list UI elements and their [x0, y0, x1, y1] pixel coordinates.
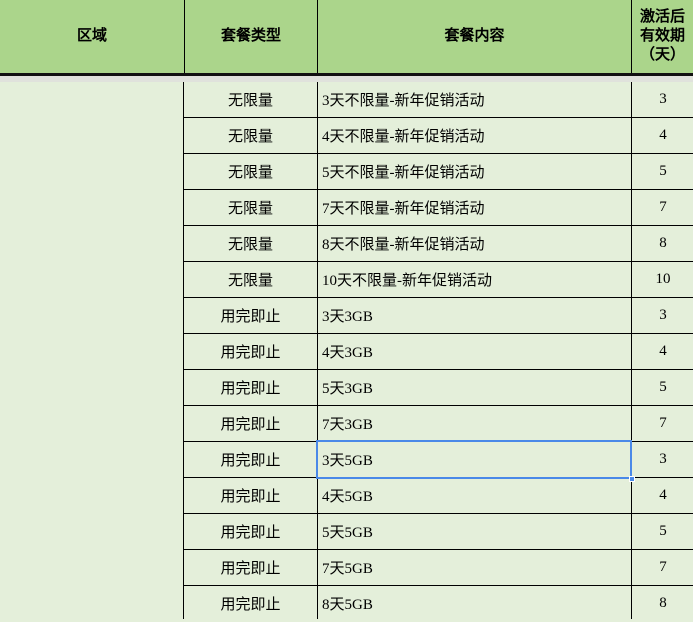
package-content-cell[interactable]: 7天5GB — [317, 550, 631, 585]
pane-split-bar — [0, 76, 693, 82]
package-content-cell[interactable]: 3天不限量-新年促销活动 — [317, 82, 631, 117]
validity-cell[interactable]: 8 — [631, 586, 693, 619]
validity-cell[interactable]: 3 — [631, 82, 693, 117]
table-row: 无限量 10天不限量-新年促销活动 10 — [184, 262, 693, 298]
package-content-cell[interactable]: 4天不限量-新年促销活动 — [317, 118, 631, 153]
package-content-cell[interactable]: 8天不限量-新年促销活动 — [317, 226, 631, 261]
validity-cell[interactable]: 4 — [631, 478, 693, 513]
package-content-cell[interactable]: 10天不限量-新年促销活动 — [317, 262, 631, 297]
package-type-cell[interactable]: 用完即止 — [220, 453, 281, 469]
table-row: 用完即止 8天5GB 8 — [184, 586, 693, 619]
validity-cell[interactable]: 7 — [631, 190, 693, 225]
validity-cell[interactable]: 5 — [631, 370, 693, 405]
selection-border — [316, 440, 635, 482]
package-type-cell[interactable]: 用完即止 — [220, 525, 281, 541]
validity-cell[interactable]: 4 — [631, 118, 693, 153]
table-rows: 无限量 3天不限量-新年促销活动 3 无限量 4天不限量-新年促销活动 4 无限… — [184, 82, 693, 619]
package-type-cell[interactable]: 用完即止 — [220, 417, 281, 433]
package-content-cell[interactable]: 5天3GB — [317, 370, 631, 405]
package-type-cell[interactable]: 用完即止 — [220, 381, 281, 397]
table-row: 用完即止 5天3GB 5 — [184, 370, 693, 406]
fill-handle[interactable] — [629, 476, 635, 482]
package-type-cell[interactable]: 用完即止 — [220, 489, 281, 505]
table-header-row: 区域 套餐类型 套餐内容 激活后有效期（天） — [0, 0, 693, 76]
table-row: 用完即止 3天5GB 3 — [184, 440, 693, 482]
table-row: 无限量 4天不限量-新年促销活动 4 — [184, 118, 693, 154]
package-content-cell[interactable]: 8天5GB — [317, 586, 631, 619]
package-type-cell[interactable]: 无限量 — [227, 93, 273, 109]
package-content-cell[interactable]: 4天3GB — [317, 334, 631, 369]
package-content-cell[interactable]: 3天5GB — [316, 440, 635, 482]
package-type-cell[interactable]: 用完即止 — [220, 309, 281, 325]
table-row: 无限量 5天不限量-新年促销活动 5 — [184, 154, 693, 190]
package-content-cell[interactable]: 7天不限量-新年促销活动 — [317, 190, 631, 225]
table-row: 用完即止 7天3GB 7 — [184, 406, 693, 442]
package-type-cell[interactable]: 用完即止 — [220, 597, 281, 613]
validity-cell[interactable]: 3 — [631, 442, 693, 477]
table-row: 用完即止 3天3GB 3 — [184, 298, 693, 334]
validity-cell[interactable]: 5 — [631, 154, 693, 189]
table-body: 无限量 3天不限量-新年促销活动 3 无限量 4天不限量-新年促销活动 4 无限… — [0, 82, 693, 619]
region-merged-cell[interactable] — [0, 82, 184, 619]
package-type-cell[interactable]: 无限量 — [227, 237, 273, 253]
package-content-cell[interactable]: 5天不限量-新年促销活动 — [317, 154, 631, 189]
column-header-validity[interactable]: 激活后有效期（天） — [631, 0, 693, 73]
table-row: 用完即止 4天3GB 4 — [184, 334, 693, 370]
table-row: 无限量 7天不限量-新年促销活动 7 — [184, 190, 693, 226]
validity-cell[interactable]: 8 — [631, 226, 693, 261]
package-content-cell[interactable]: 4天5GB — [317, 478, 631, 513]
table-row: 用完即止 5天5GB 5 — [184, 514, 693, 550]
package-type-cell[interactable]: 无限量 — [227, 165, 273, 181]
validity-cell[interactable]: 10 — [631, 262, 693, 297]
column-header-region[interactable]: 区域 — [76, 28, 107, 44]
package-type-cell[interactable]: 用完即止 — [220, 561, 281, 577]
validity-cell[interactable]: 3 — [631, 298, 693, 333]
package-content-cell[interactable]: 7天3GB — [317, 406, 631, 441]
package-type-cell[interactable]: 无限量 — [227, 129, 273, 145]
package-type-cell[interactable]: 无限量 — [227, 273, 273, 289]
column-header-content[interactable]: 套餐内容 — [317, 0, 631, 73]
validity-cell[interactable]: 5 — [631, 514, 693, 549]
table-row: 用完即止 4天5GB 4 — [184, 478, 693, 514]
package-type-cell[interactable]: 无限量 — [227, 201, 273, 217]
column-header-type[interactable]: 套餐类型 — [184, 0, 317, 73]
validity-cell[interactable]: 7 — [631, 406, 693, 441]
table-row: 无限量 8天不限量-新年促销活动 8 — [184, 226, 693, 262]
package-type-cell[interactable]: 用完即止 — [220, 345, 281, 361]
package-content-cell[interactable]: 3天3GB — [317, 298, 631, 333]
validity-cell[interactable]: 7 — [631, 550, 693, 585]
table-row: 无限量 3天不限量-新年促销活动 3 — [184, 82, 693, 118]
package-content-cell[interactable]: 5天5GB — [317, 514, 631, 549]
validity-cell[interactable]: 4 — [631, 334, 693, 369]
table-row: 用完即止 7天5GB 7 — [184, 550, 693, 586]
